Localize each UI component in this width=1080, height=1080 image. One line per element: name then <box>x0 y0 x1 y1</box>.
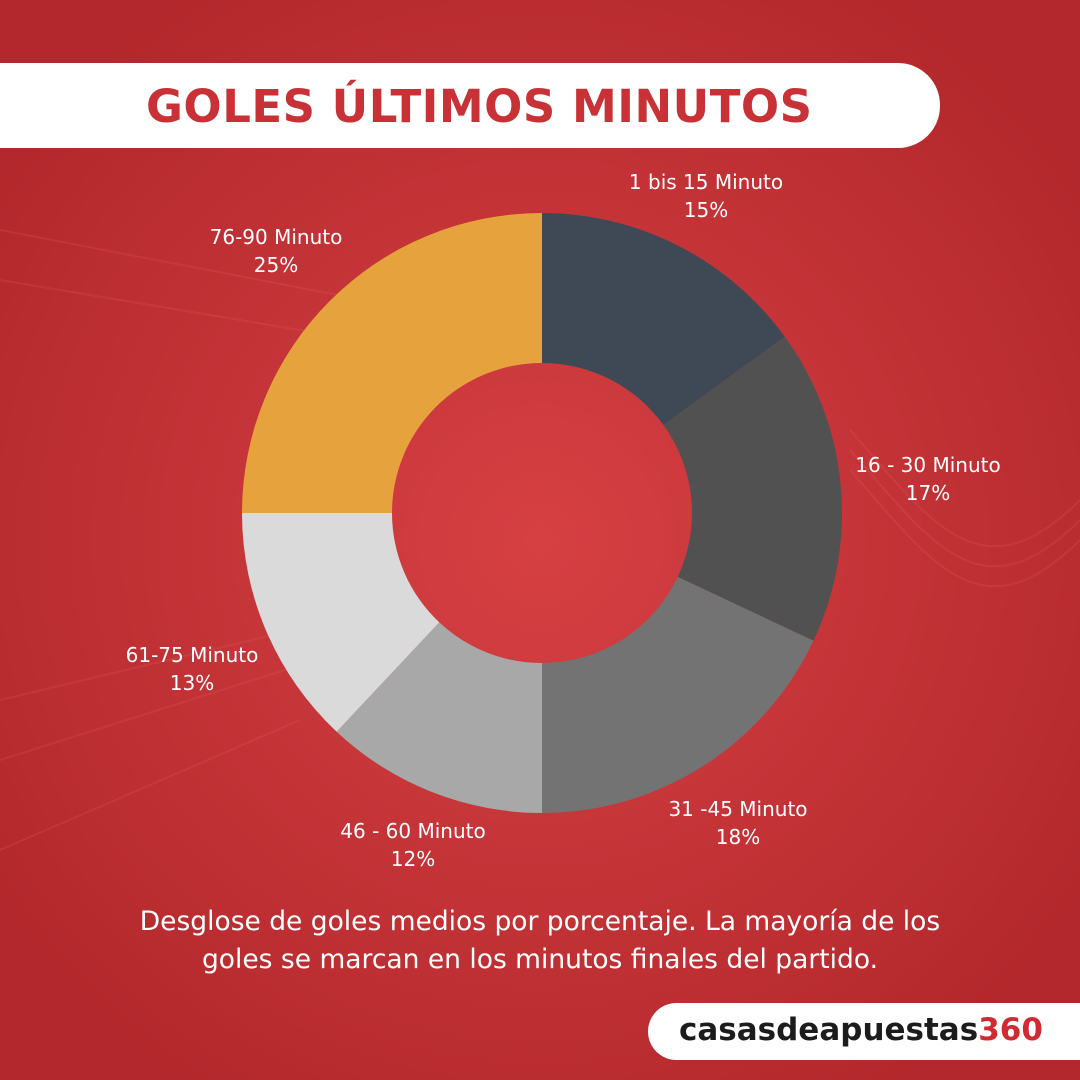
slice-category-label: 46 - 60 Minuto <box>340 819 486 843</box>
slice-value-label: 18% <box>715 825 761 849</box>
page-title: GOLES ÚLTIMOS MINUTOS <box>146 80 813 133</box>
caption-line-2: goles se marcan en los minutos finales d… <box>201 944 879 975</box>
slice-4 <box>336 622 542 813</box>
brand-name: casasdeapuestas <box>679 1012 979 1048</box>
slice-2 <box>663 336 842 641</box>
slice-value-label: 25% <box>253 253 299 277</box>
slice-value-label: 13% <box>169 671 215 695</box>
slice-3 <box>542 576 814 813</box>
title-banner <box>0 63 940 148</box>
slice-value-label: 17% <box>905 481 951 505</box>
slice-category-label: 1 bis 15 Minuto <box>628 170 784 194</box>
brand-badge <box>648 1003 1080 1060</box>
slice-value-label: 12% <box>390 847 436 871</box>
slice-category-label: 16 - 30 Minuto <box>855 453 1001 477</box>
brand-logo: casasdeapuestas360 <box>679 1008 1043 1052</box>
slice-category-label: 61-75 Minuto <box>125 643 259 667</box>
slice-5 <box>242 513 440 732</box>
slice-label-6: 76-90 Minuto 25% <box>210 223 343 279</box>
caption-line-1: Desglose de goles medios por porcentaje.… <box>139 906 941 937</box>
slice-label-5: 61-75 Minuto 13% <box>126 641 259 697</box>
slice-value-label: 15% <box>683 198 729 222</box>
slice-category-label: 76-90 Minuto <box>209 225 343 249</box>
slice-label-2: 16 - 30 Minuto 17% <box>855 451 1000 507</box>
slice-category-label: 31 -45 Minuto <box>668 797 808 821</box>
slice-label-3: 31 -45 Minuto 18% <box>668 795 807 851</box>
slice-label-4: 46 - 60 Minuto 12% <box>340 817 485 873</box>
slice-label-1: 1 bis 15 Minuto 15% <box>629 168 783 224</box>
caption: Desglose de goles medios por porcentaje.… <box>60 903 1020 979</box>
slice-6 <box>242 213 542 513</box>
slice-1 <box>542 213 785 425</box>
brand-number: 360 <box>978 1012 1043 1048</box>
